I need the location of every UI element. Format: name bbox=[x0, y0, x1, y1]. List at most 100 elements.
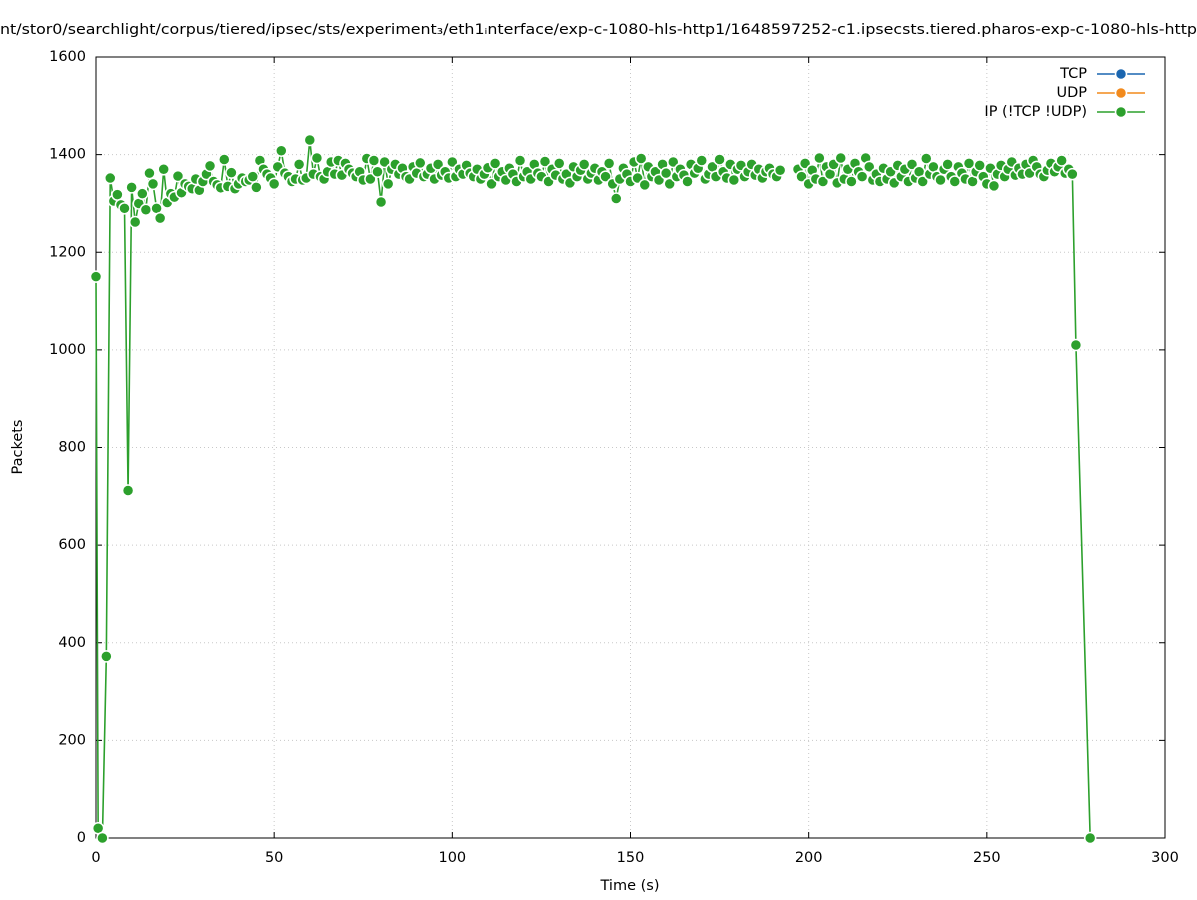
y-tick-label: 1400 bbox=[49, 147, 86, 163]
data-point bbox=[1083, 831, 1097, 845]
data-point bbox=[659, 166, 673, 180]
data-point bbox=[111, 188, 124, 201]
data-point bbox=[367, 154, 381, 167]
y-tick-label: 1200 bbox=[49, 244, 86, 260]
data-point bbox=[602, 157, 616, 170]
data-point bbox=[171, 169, 185, 183]
data-point bbox=[267, 177, 281, 191]
legend-marker bbox=[1114, 105, 1128, 119]
data-point bbox=[609, 192, 623, 205]
data-point bbox=[713, 153, 726, 166]
data-point bbox=[1055, 154, 1068, 167]
data-point bbox=[292, 158, 306, 171]
data-point bbox=[973, 159, 986, 172]
y-tick-label: 400 bbox=[58, 635, 86, 651]
legend-marker bbox=[1114, 86, 1128, 100]
data-point bbox=[157, 163, 170, 176]
data-point bbox=[303, 133, 317, 147]
data-point bbox=[577, 158, 591, 171]
data-point bbox=[250, 181, 263, 194]
data-point bbox=[446, 155, 459, 169]
data-point bbox=[552, 157, 566, 170]
data-point bbox=[773, 163, 787, 177]
y-tick-label: 1600 bbox=[49, 49, 86, 65]
y-tick-label: 0 bbox=[77, 830, 86, 846]
x-tick-label: 250 bbox=[973, 850, 1001, 866]
data-point bbox=[538, 155, 552, 168]
data-point bbox=[100, 650, 113, 663]
data-point bbox=[934, 173, 947, 187]
legend-label: TCP bbox=[1059, 66, 1087, 82]
data-point bbox=[681, 175, 694, 188]
x-axis-label: Time (s) bbox=[600, 878, 660, 894]
data-point bbox=[941, 158, 954, 171]
data-point bbox=[855, 170, 869, 183]
x-tick-label: 50 bbox=[265, 850, 283, 866]
x-tick-label: 150 bbox=[617, 850, 645, 866]
data-point bbox=[414, 156, 427, 170]
data-point bbox=[128, 215, 142, 229]
data-point bbox=[139, 203, 153, 217]
data-point bbox=[920, 152, 933, 165]
x-tick-label: 0 bbox=[91, 850, 100, 866]
data-point bbox=[275, 144, 288, 157]
data-point bbox=[225, 166, 238, 179]
x-tick-label: 300 bbox=[1151, 850, 1179, 866]
data-point bbox=[485, 177, 498, 191]
data-point bbox=[834, 151, 847, 165]
data-point bbox=[381, 177, 395, 191]
legend-label: UDP bbox=[1056, 85, 1087, 101]
data-point bbox=[845, 175, 858, 188]
data-point bbox=[862, 160, 876, 174]
data-point bbox=[104, 171, 117, 185]
data-point bbox=[143, 166, 156, 180]
x-tick-label: 200 bbox=[795, 850, 823, 866]
series-line bbox=[95, 139, 1091, 839]
data-point bbox=[118, 202, 131, 215]
data-point bbox=[667, 155, 680, 169]
y-tick-label: 200 bbox=[58, 732, 86, 748]
data-point bbox=[816, 175, 830, 188]
data-point bbox=[488, 157, 502, 170]
data-point bbox=[638, 178, 652, 192]
data-point bbox=[663, 177, 676, 191]
data-point bbox=[374, 195, 388, 209]
data-point bbox=[795, 170, 808, 183]
chart-title: nt/stor0/searchlight/corpus/tiered/ipsec… bbox=[0, 22, 1197, 38]
data-point bbox=[634, 152, 648, 165]
y-tick-label: 600 bbox=[58, 537, 86, 553]
data-point bbox=[203, 159, 217, 173]
data-point bbox=[1069, 338, 1083, 352]
data-point bbox=[431, 158, 445, 171]
y-tick-label: 1000 bbox=[49, 342, 86, 358]
data-point bbox=[599, 170, 612, 183]
data-point bbox=[310, 151, 324, 165]
data-point bbox=[218, 153, 231, 166]
data-point bbox=[813, 151, 826, 165]
legend: TCP UDP IP (!TCP !UDP) bbox=[984, 66, 1145, 120]
data-point bbox=[371, 165, 384, 178]
data-point bbox=[695, 154, 709, 167]
data-point bbox=[96, 831, 109, 845]
data-point bbox=[727, 173, 741, 187]
y-tick-label: 800 bbox=[58, 440, 86, 456]
data-point bbox=[153, 211, 167, 225]
data-point bbox=[513, 154, 527, 167]
data-point bbox=[246, 170, 260, 183]
data-point bbox=[89, 270, 103, 283]
data-point bbox=[905, 158, 919, 171]
data-point bbox=[136, 187, 149, 200]
data-point bbox=[125, 181, 138, 194]
data-point bbox=[146, 177, 160, 191]
data-point bbox=[916, 175, 929, 188]
data-point bbox=[364, 172, 377, 186]
x-tick-label: 100 bbox=[438, 850, 466, 866]
data-point bbox=[1066, 167, 1079, 181]
legend-label: IP (!TCP !UDP) bbox=[984, 104, 1087, 120]
data-point bbox=[987, 179, 1001, 193]
legend-marker bbox=[1114, 67, 1128, 81]
data-point bbox=[121, 484, 135, 497]
y-axis-label: Packets bbox=[10, 420, 26, 475]
